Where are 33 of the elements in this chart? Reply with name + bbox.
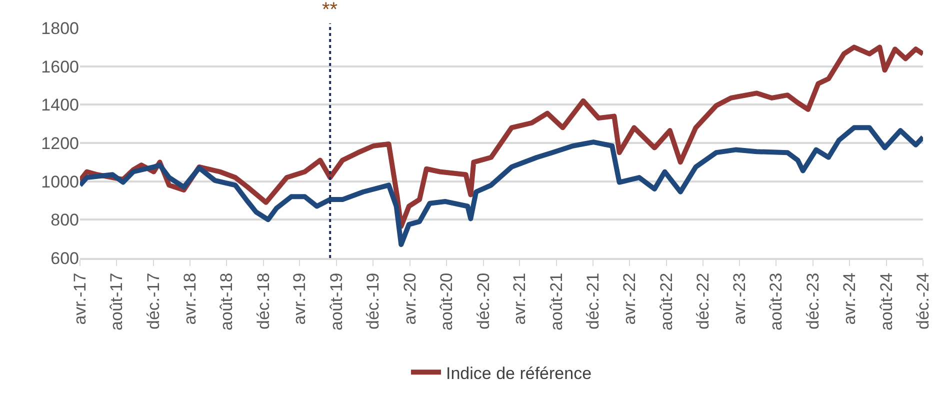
x-tick-label: avr.-24 (840, 272, 860, 325)
ref-line-label: ** (322, 0, 338, 21)
x-tick-label: déc.-17 (144, 272, 163, 330)
x-tick-label: déc.-23 (803, 272, 822, 330)
legend-label: Indice de référence (446, 364, 592, 383)
x-tick-label: août-22 (656, 272, 676, 330)
y-tick-label: 1000 (41, 172, 79, 192)
x-tick-label: août-23 (766, 272, 786, 330)
x-tick-label: août-17 (107, 272, 126, 330)
y-tick-label: 1600 (41, 57, 79, 76)
x-tick-label: avr.-19 (290, 272, 310, 325)
x-tick-label: avr.-22 (620, 272, 640, 325)
x-tick-label: déc.-18 (254, 272, 273, 330)
x-tick-label: déc.-24 (914, 272, 933, 330)
x-tick-label: août-20 (437, 272, 456, 330)
x-tick-label: avr.-17 (70, 272, 90, 325)
x-tick-label: déc.-22 (694, 272, 713, 330)
y-tick-label: 600 (50, 248, 79, 268)
x-tick-label: avr.-20 (400, 272, 420, 325)
y-tick-label: 1200 (41, 134, 79, 153)
y-tick-label: 800 (50, 210, 79, 230)
x-tick-label: août-21 (546, 272, 566, 330)
x-tick-label: avr.-23 (730, 272, 749, 325)
y-tick-label: 1400 (41, 96, 79, 115)
x-tick-label: août-24 (876, 272, 896, 330)
x-tick-label: avr.-18 (180, 272, 200, 325)
x-tick-label: août-18 (217, 272, 236, 330)
x-tick-label: avr.-21 (510, 272, 530, 325)
y-tick-label: 1800 (41, 18, 79, 38)
x-tick-label: déc.-19 (364, 272, 383, 330)
x-tick-label: déc.-21 (584, 272, 603, 330)
x-tick-label: déc.-20 (474, 272, 493, 330)
x-tick-label: août-19 (326, 272, 346, 330)
